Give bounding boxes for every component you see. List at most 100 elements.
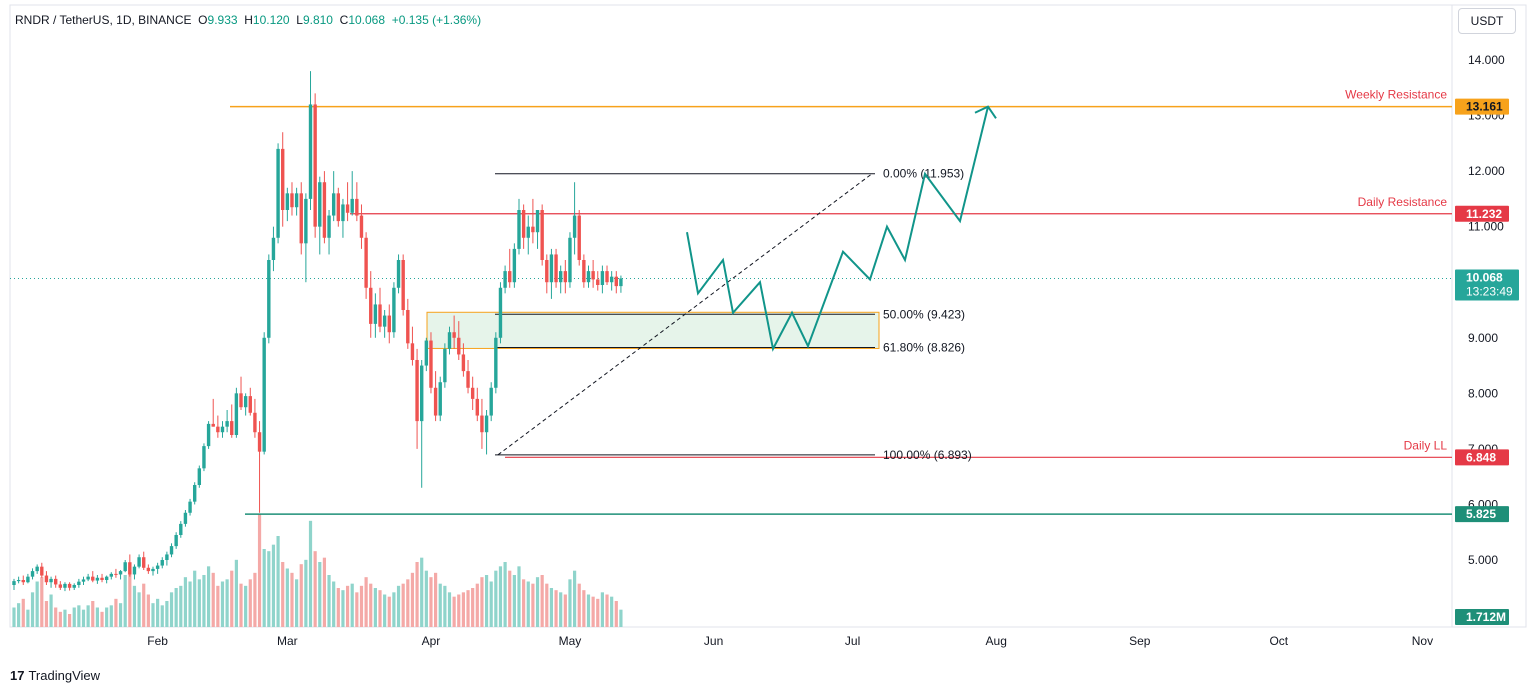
candle-body xyxy=(271,237,276,260)
candle xyxy=(470,376,475,410)
candle-body xyxy=(392,287,396,333)
x-tick-label: Sep xyxy=(1129,634,1151,648)
volume-bar xyxy=(54,607,58,627)
fib-trend-line xyxy=(497,173,873,456)
candle xyxy=(267,254,271,344)
volume-bar xyxy=(322,557,327,627)
candle xyxy=(118,570,123,580)
candle-body xyxy=(452,332,456,338)
candle xyxy=(508,248,512,288)
candle xyxy=(12,578,16,590)
volume-bar xyxy=(267,551,271,627)
volume-bar xyxy=(480,577,484,627)
weekly-resistance-tag-bg xyxy=(1455,98,1509,115)
volume-bar xyxy=(359,585,364,627)
candle-body xyxy=(44,575,49,583)
candle xyxy=(206,421,211,449)
candle-body xyxy=(12,581,16,585)
volume-bar xyxy=(248,579,252,627)
candle-body xyxy=(16,580,21,582)
candle-body xyxy=(364,237,368,288)
candle xyxy=(304,193,308,283)
volume-bar xyxy=(596,598,600,627)
candle xyxy=(169,543,174,558)
x-tick-label: May xyxy=(559,634,582,648)
candle xyxy=(142,551,146,570)
volume-bar xyxy=(614,601,618,627)
candle xyxy=(77,578,81,588)
volume-bar xyxy=(545,583,549,627)
volume-bar xyxy=(165,601,169,627)
candle xyxy=(91,571,95,583)
volume-bar xyxy=(355,592,359,627)
volume-bar xyxy=(600,592,604,627)
close-value: 10.068 xyxy=(348,13,386,27)
currency-button[interactable]: USDT xyxy=(1458,8,1516,34)
fib-level-label: 50.00% (9.423) xyxy=(883,307,965,321)
candle xyxy=(373,293,378,338)
volume-bar xyxy=(610,596,614,627)
candle xyxy=(294,187,299,216)
candle-body xyxy=(290,193,294,208)
candle-body xyxy=(582,260,586,283)
volume-bar xyxy=(582,590,586,627)
candle xyxy=(577,210,581,266)
candle-body xyxy=(234,393,239,435)
daily-resistance-tag-bg xyxy=(1455,205,1509,222)
candle-body xyxy=(591,271,595,280)
volume-bar xyxy=(512,575,516,627)
candle xyxy=(123,560,127,573)
candle-body xyxy=(35,566,39,572)
candle xyxy=(53,575,58,588)
candle-body xyxy=(21,580,25,583)
candle xyxy=(609,271,614,291)
candle xyxy=(21,575,25,585)
volume-bar xyxy=(457,594,461,627)
volume-bar xyxy=(568,579,572,627)
volume-bar xyxy=(559,592,563,627)
volume-bar xyxy=(12,607,16,627)
candle xyxy=(132,564,137,580)
candle-body xyxy=(308,104,313,199)
candle xyxy=(81,576,86,585)
volume-bar xyxy=(396,585,401,627)
candle-body xyxy=(498,287,503,338)
volume-bar xyxy=(429,577,433,627)
candle xyxy=(243,393,248,416)
candle-body xyxy=(77,581,81,585)
x-tick-label: Feb xyxy=(147,634,168,648)
candle-body xyxy=(563,271,568,283)
candle xyxy=(165,551,169,566)
candle-body xyxy=(304,198,308,244)
candle xyxy=(572,182,577,255)
candle xyxy=(160,557,164,569)
candle xyxy=(596,271,600,291)
candle xyxy=(345,182,350,222)
x-tick-label: Jun xyxy=(704,634,723,648)
volume-bar xyxy=(253,572,257,627)
candle-body xyxy=(438,382,442,416)
fib-level-label: 0.00% (11.953) xyxy=(883,167,964,181)
fib-zone-box xyxy=(426,311,880,349)
candle xyxy=(322,171,327,244)
countdown-timer: 13:23:49 xyxy=(1466,284,1513,298)
volume-bar xyxy=(498,566,503,627)
volume-bar xyxy=(100,611,104,627)
candle-body xyxy=(49,578,53,583)
volume-bar xyxy=(341,590,345,627)
volume-bar xyxy=(332,581,336,627)
volume-bar xyxy=(308,520,313,627)
volume-bar xyxy=(447,592,452,627)
volume-bar xyxy=(142,583,146,627)
candle xyxy=(155,562,160,574)
candle-body xyxy=(132,566,137,575)
x-tick-label: Mar xyxy=(277,634,298,648)
candle-body xyxy=(104,576,109,580)
volume-bar xyxy=(40,577,44,627)
candle xyxy=(225,410,229,433)
candle-body xyxy=(558,271,563,283)
candle xyxy=(174,532,178,549)
candle-body xyxy=(179,523,183,535)
